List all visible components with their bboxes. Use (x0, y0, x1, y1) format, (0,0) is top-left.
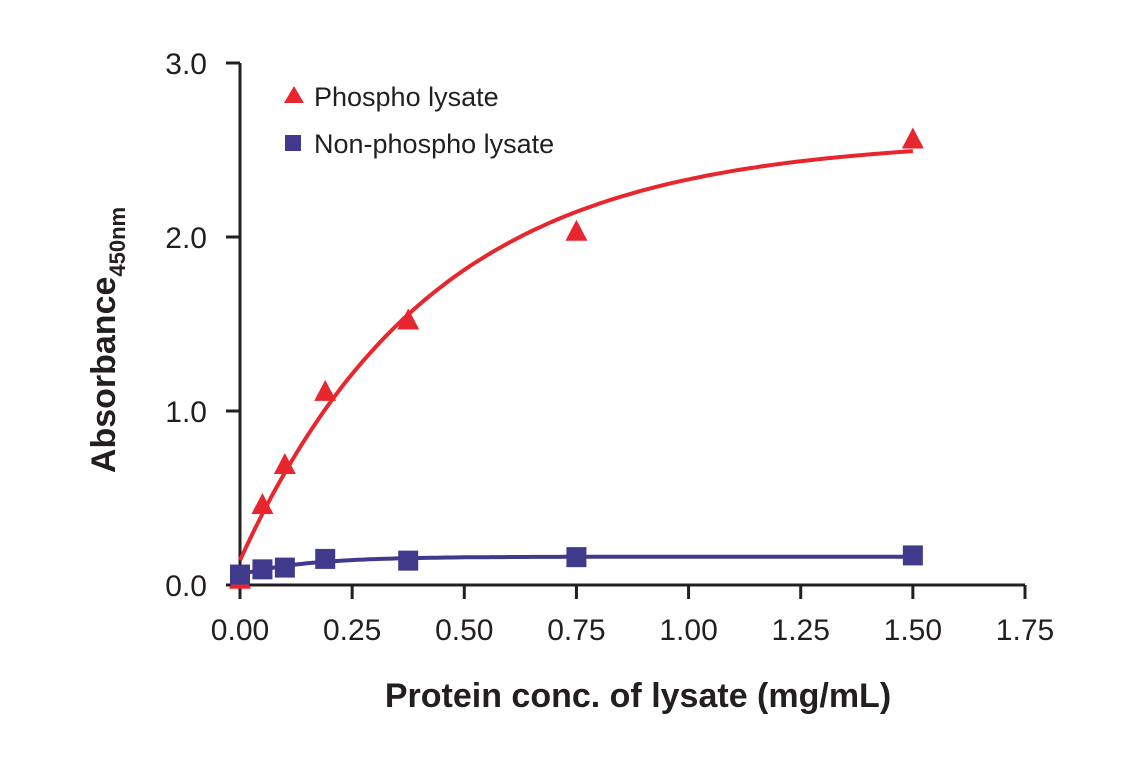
y-tick-label: 1.0 (165, 396, 207, 429)
x-tick-label: 0.25 (323, 614, 381, 647)
y-axis-title: Absorbance450nm (85, 207, 130, 473)
non-phospho-point (230, 564, 250, 585)
y-axis-title-main: Absorbance (85, 277, 123, 474)
x-tick-label: 0.50 (435, 614, 493, 647)
legend-label-phospho: Phospho lysate (314, 82, 499, 112)
fit-curves (238, 149, 914, 577)
non-phospho-point (315, 548, 336, 569)
x-axis-title: Protein conc. of lysate (mg/mL) (385, 677, 891, 715)
x-tick-label: 1.50 (884, 614, 942, 647)
ticks: 0.00 0.25 0.50 0.75 1.00 1.25 1.50 1.75 0.0 1.0 2.… (165, 48, 1054, 647)
phospho-point (273, 452, 296, 474)
non-phospho-point (398, 550, 419, 571)
phospho-point (901, 127, 924, 149)
phospho-point (314, 379, 337, 401)
x-tick-label: 0.75 (547, 614, 605, 647)
non-phospho-point (274, 557, 295, 578)
axes (238, 63, 1025, 587)
non-phospho-point (252, 559, 273, 580)
x-tick-label: 0.00 (211, 614, 269, 647)
x-tick-label: 1.25 (772, 614, 830, 647)
phospho-point (565, 219, 588, 241)
legend-label-non-phospho: Non-phospho lysate (314, 129, 554, 159)
non-phospho-point (902, 545, 923, 566)
data-points (229, 127, 924, 589)
phospho-point (397, 308, 420, 330)
y-axis-title-subscript: 450nm (105, 207, 130, 277)
y-tick-label: 0.0 (165, 570, 207, 603)
y-tick-label: 3.0 (165, 48, 207, 81)
legend-marker-non-phospho (285, 135, 301, 151)
x-tick-label: 1.75 (996, 614, 1054, 647)
fit-curve-phospho (238, 149, 914, 562)
y-tick-label: 2.0 (165, 222, 207, 255)
non-phospho-point (566, 547, 587, 568)
x-tick-label: 1.00 (659, 614, 717, 647)
legend-marker-phospho (284, 86, 304, 103)
phospho-point (251, 492, 274, 514)
legend: Phospho lysate Non-phospho lysate (284, 82, 554, 159)
